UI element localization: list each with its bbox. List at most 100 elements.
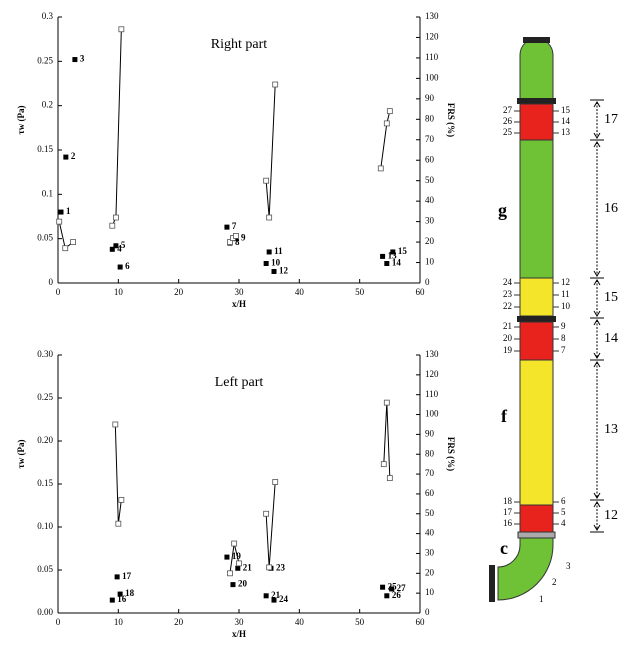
y2-tick-label: 100 xyxy=(425,409,439,419)
y-tick-label: 0.3 xyxy=(42,11,54,21)
bend-label: 1 xyxy=(539,594,544,604)
section-label: 22 xyxy=(503,301,512,311)
data-point xyxy=(386,108,393,115)
data-point xyxy=(233,233,239,239)
bend-label: 3 xyxy=(566,561,571,571)
point-label: 13 xyxy=(388,250,398,260)
point-label: 2 xyxy=(71,151,76,161)
x-tick-label: 30 xyxy=(235,617,245,627)
y-tick-label: 0.25 xyxy=(37,392,53,402)
section-label: 6 xyxy=(561,496,566,506)
series-line xyxy=(114,424,122,524)
data-point xyxy=(72,57,78,63)
section-label: 25 xyxy=(503,127,513,137)
data-point xyxy=(380,584,386,590)
y2-tick-label: 100 xyxy=(425,72,439,82)
data-point xyxy=(63,154,69,160)
pipe-dome xyxy=(519,38,554,101)
x-tick-label: 50 xyxy=(355,287,365,297)
y2-tick-label: 20 xyxy=(425,567,435,577)
pipe-section xyxy=(519,277,554,317)
section-label: 16 xyxy=(503,518,513,528)
y-tick-label: 0.05 xyxy=(37,233,53,243)
point-label: 21 xyxy=(243,562,253,572)
data-point xyxy=(377,165,384,172)
point-label: 9 xyxy=(241,233,246,243)
x-tick-label: 60 xyxy=(416,287,426,297)
y2-tick-label: 90 xyxy=(425,428,435,438)
y2-tick-label: 40 xyxy=(425,528,435,538)
y2-tick-label: 110 xyxy=(425,52,439,62)
data-point xyxy=(62,245,69,252)
data-point xyxy=(224,224,230,230)
data-point xyxy=(113,243,119,249)
section-label: 20 xyxy=(503,333,513,343)
data-point xyxy=(384,593,390,599)
chart-title: Left part xyxy=(215,375,264,390)
data-point xyxy=(390,249,396,255)
point-label: 11 xyxy=(274,246,283,256)
section-label: 15 xyxy=(561,105,571,115)
section-letter: c xyxy=(500,538,508,558)
pipe-cap xyxy=(523,37,550,43)
y2-tick-label: 30 xyxy=(425,216,435,226)
pipe-section xyxy=(519,103,554,141)
data-point xyxy=(109,597,115,603)
y2-tick-label: 110 xyxy=(425,389,439,399)
series-line xyxy=(111,29,122,226)
data-point xyxy=(58,209,64,215)
point-label: 7 xyxy=(232,221,237,231)
point-label: 20 xyxy=(238,579,248,589)
y2-tick-label: 10 xyxy=(425,587,435,597)
section-label: 4 xyxy=(561,518,566,528)
point-label: 23 xyxy=(276,562,286,572)
data-point xyxy=(266,214,273,221)
data-point xyxy=(384,260,390,266)
data-point xyxy=(383,120,390,127)
point-label: 17 xyxy=(122,571,132,581)
y-tick-label: 0.00 xyxy=(37,607,53,617)
data-point xyxy=(113,214,119,221)
y-tick-label: 0.10 xyxy=(37,521,53,531)
point-label: 27 xyxy=(397,583,407,593)
span-label: 17 xyxy=(604,112,618,127)
data-point xyxy=(386,475,393,481)
section-label: 19 xyxy=(503,345,513,355)
y2-tick-label: 130 xyxy=(425,349,439,359)
chart-title: Right part xyxy=(211,37,267,52)
pipe-flange xyxy=(517,316,556,322)
section-label: 23 xyxy=(503,289,513,299)
y-tick-label: 0.25 xyxy=(37,55,53,65)
pipe-end xyxy=(489,565,495,602)
point-label: 5 xyxy=(121,240,126,250)
section-label: 7 xyxy=(561,345,566,355)
point-label: 16 xyxy=(117,594,127,604)
series-line xyxy=(380,111,391,169)
data-point xyxy=(263,593,269,599)
point-label: 25 xyxy=(388,581,398,591)
data-point xyxy=(118,26,125,33)
x-tick-label: 40 xyxy=(295,287,305,297)
data-point xyxy=(271,268,277,274)
data-point xyxy=(380,461,387,468)
span-label: 15 xyxy=(604,290,618,305)
data-point xyxy=(230,582,236,588)
y2-tick-label: 70 xyxy=(425,468,435,478)
pipe-flange xyxy=(517,531,556,539)
x-tick-label: 50 xyxy=(355,617,365,627)
y-tick-label: 0 xyxy=(49,277,54,287)
data-point xyxy=(115,520,122,527)
span-arrow xyxy=(593,279,601,317)
x-tick-label: 30 xyxy=(235,287,245,297)
point-label: 12 xyxy=(279,266,289,276)
pipe-section xyxy=(519,359,554,506)
point-label: 8 xyxy=(235,237,240,247)
y2-tick-label: 0 xyxy=(425,607,430,617)
y2-tick-label: 20 xyxy=(425,236,435,246)
y2-tick-label: 0 xyxy=(425,277,430,287)
y-tick-label: 0.15 xyxy=(37,144,53,154)
y-axis-title: τw (Pa) xyxy=(16,106,26,135)
span-arrow xyxy=(593,101,601,139)
section-letter: g xyxy=(498,200,507,220)
point-label: 3 xyxy=(80,54,85,64)
